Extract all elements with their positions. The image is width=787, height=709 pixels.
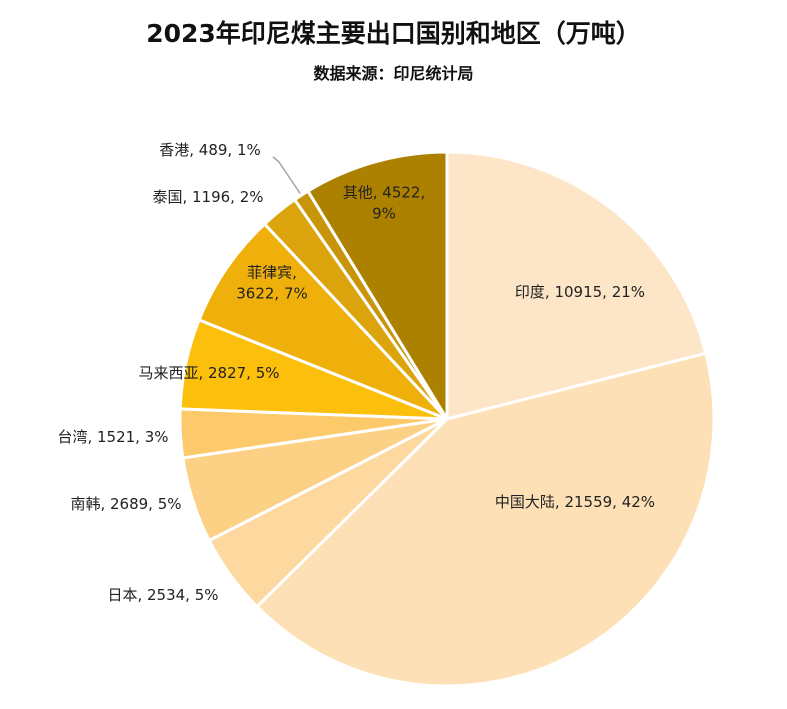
pie-slice-6 (197, 222, 449, 421)
slice-label-5: 马来西亚, 2827, 5% (138, 364, 279, 382)
slice-label-7: 泰国, 1196, 2% (152, 188, 263, 206)
pie-slice-9 (306, 150, 449, 421)
slice-label-0: 印度, 10915, 21% (515, 283, 645, 301)
slice-label-8: 香港, 489, 1% (159, 141, 261, 159)
pie-slice-0 (445, 150, 708, 421)
pie-slice-1 (255, 351, 716, 688)
slice-label-3: 南韩, 2689, 5% (70, 495, 181, 513)
slice-label-2: 日本, 2534, 5% (107, 586, 218, 604)
slice-label-6: 菲律宾, 3622, 7% (236, 264, 308, 303)
slice-label-1: 中国大陆, 21559, 42% (495, 493, 655, 511)
chart-subtitle: 数据来源：印尼统计局 (313, 64, 474, 83)
slice-label-9: 其他, 4522, 9% (343, 184, 425, 223)
leader-line-hongkong (272, 156, 301, 195)
slice-label-4: 台湾, 1521, 3% (57, 428, 168, 446)
chart-title: 2023年印尼煤主要出口国别和地区（万吨） (146, 19, 641, 48)
